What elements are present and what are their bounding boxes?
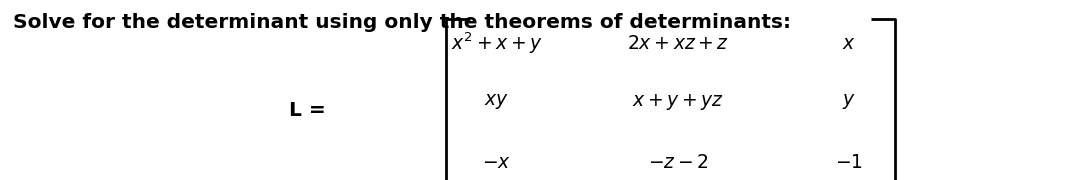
Text: $2x+xz+z$: $2x+xz+z$ xyxy=(627,34,729,53)
Text: $xy$: $xy$ xyxy=(484,92,509,111)
Text: $-x$: $-x$ xyxy=(482,152,512,172)
Text: $x+y+yz$: $x+y+yz$ xyxy=(632,92,724,112)
Text: $x$: $x$ xyxy=(843,34,855,53)
Text: Solve for the determinant using only the theorems of determinants:: Solve for the determinant using only the… xyxy=(13,13,790,32)
Text: $x^2+x+y$: $x^2+x+y$ xyxy=(451,30,543,56)
Text: L =: L = xyxy=(289,101,326,120)
Text: $y$: $y$ xyxy=(843,92,855,111)
Text: $-1$: $-1$ xyxy=(835,152,863,172)
Text: $-z-2$: $-z-2$ xyxy=(648,152,708,172)
